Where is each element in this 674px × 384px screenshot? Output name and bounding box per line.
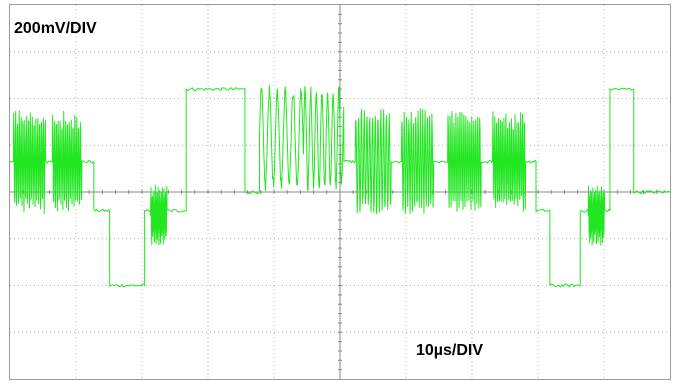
- waveform-trace: [9, 84, 671, 288]
- vertical-scale-label: 200mV/DIV: [14, 20, 97, 37]
- horizontal-scale-label: 10µs/DIV: [416, 342, 484, 359]
- screen-border: [9, 4, 671, 380]
